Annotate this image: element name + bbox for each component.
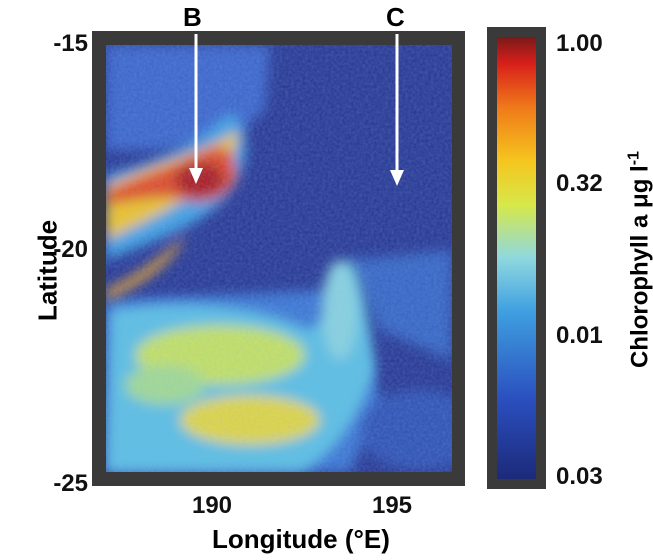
x-axis-label: Longitude (°E) [212, 524, 390, 554]
colorbar-tick-bottom: 0.03 [556, 463, 603, 490]
colorbar-label-superscript: -1 [625, 151, 643, 166]
marker-b: B [183, 2, 202, 32]
lon-tick-195: 195 [371, 492, 413, 519]
lat-tick-15: -15 [53, 30, 88, 57]
colorbar-label: Chlorophyll a μg l-1 [626, 95, 653, 425]
marker-b-arrow [189, 34, 203, 184]
lat-tick-20: -20 [53, 236, 88, 263]
colorbar [497, 37, 536, 479]
marker-c: C [386, 2, 405, 32]
colorbar-label-text: Chlorophyll a μg l [626, 165, 653, 368]
y-axis-label: Latitude [32, 219, 63, 322]
colorbar-tick-2: 0.32 [556, 170, 603, 197]
marker-c-arrow [390, 34, 404, 186]
lon-tick-190: 190 [191, 492, 233, 519]
colorbar-tick-top: 1.00 [556, 30, 603, 57]
lat-tick-25: -25 [53, 470, 88, 497]
colorbar-tick-3: 0.01 [556, 322, 603, 349]
